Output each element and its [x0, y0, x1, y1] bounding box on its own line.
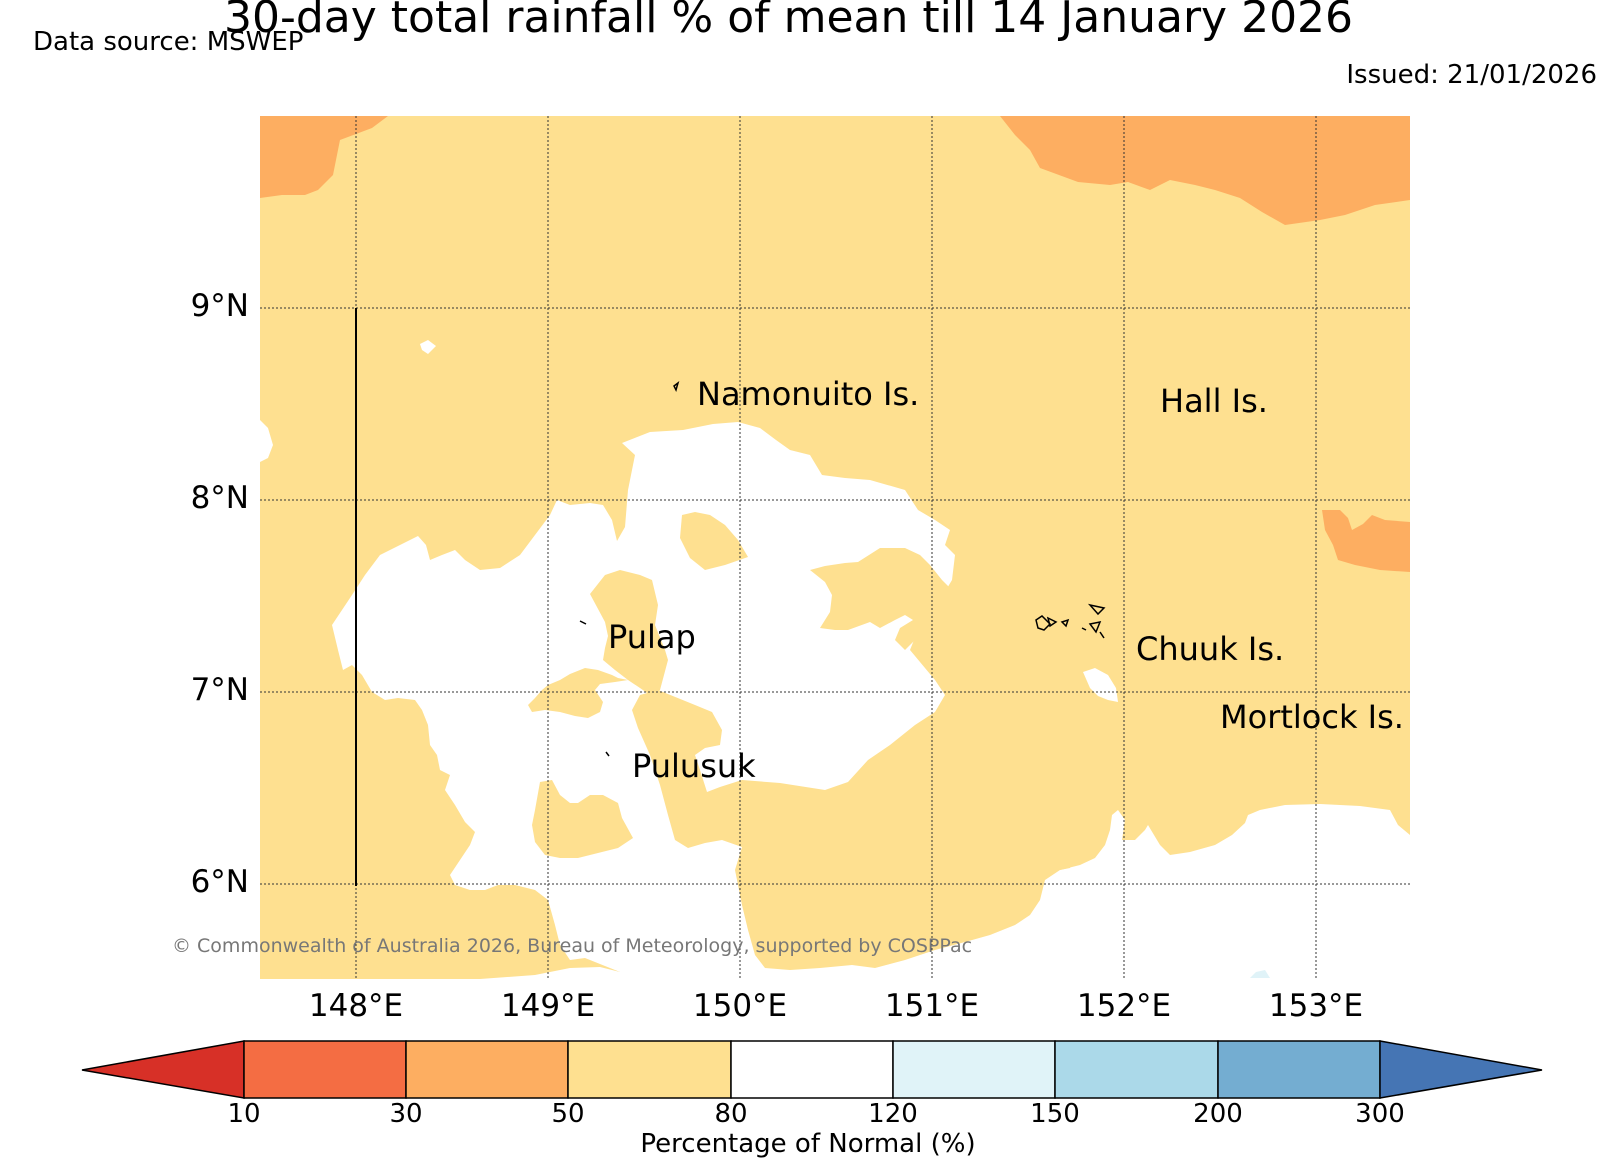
- rainfall-30-50-region: [1322, 510, 1410, 572]
- island-mark: [1087, 603, 1106, 616]
- place-label-hall: Hall Is.: [1160, 382, 1268, 420]
- place-label-chuuk: Chuuk Is.: [1136, 630, 1285, 668]
- colorbar-tick: 30: [389, 1099, 423, 1129]
- lat-label: 8°N: [190, 480, 249, 516]
- colorbar-tick: 200: [1193, 1099, 1243, 1129]
- rainfall-30-50-region: [1000, 116, 1410, 225]
- lon-label: 151°E: [884, 988, 980, 1024]
- colorbar-tick: 150: [1030, 1099, 1080, 1129]
- colorbar-tick: 50: [551, 1099, 585, 1129]
- rainfall-80-120-region: [420, 340, 436, 354]
- colorbar-tick: 10: [227, 1099, 261, 1129]
- map-area: [260, 116, 1410, 979]
- rainfall-50-80-region: [528, 570, 668, 718]
- rainfall-30-50-region: [260, 116, 388, 198]
- lon-label: 149°E: [500, 988, 596, 1024]
- lon-label: 148°E: [308, 988, 404, 1024]
- lat-label: 9°N: [190, 288, 249, 324]
- lon-label: 152°E: [1076, 988, 1172, 1024]
- copyright-notice: © Commonwealth of Australia 2026, Bureau…: [172, 935, 973, 957]
- island-mark: [1046, 616, 1058, 628]
- rainfall-80-120-region: [1083, 668, 1118, 702]
- island-mark: [1088, 620, 1102, 634]
- island-mark: [579, 620, 587, 625]
- island-mark: [1035, 615, 1052, 631]
- island-mark: [1099, 631, 1105, 639]
- data-source-label: Data source: MSWEP: [33, 27, 304, 57]
- place-label-namonuito: Namonuito Is.: [697, 375, 920, 413]
- rainfall-50-80-region: [810, 548, 952, 650]
- island-mark: [605, 751, 610, 757]
- island-mark: [673, 381, 680, 393]
- colorbar-segment-below-10: [81, 1040, 245, 1099]
- island-mark: [1081, 627, 1087, 631]
- colorbar-title: Percentage of Normal (%): [640, 1129, 976, 1159]
- rainfall-50-80-region: [680, 512, 748, 570]
- place-label-mortlock: Mortlock Is.: [1220, 698, 1404, 736]
- colorbar-segment-10-30: [243, 1040, 407, 1099]
- colorbar-segment-120-150: [892, 1040, 1056, 1099]
- islands: [579, 381, 1106, 757]
- colorbar-tick: 300: [1355, 1099, 1405, 1129]
- rainfall-120-150-region: [1250, 970, 1270, 978]
- colorbar-segment-50-80: [567, 1040, 732, 1099]
- place-label-pulap: Pulap: [608, 618, 696, 656]
- colorbar-tick: 80: [714, 1099, 748, 1129]
- colorbar-segment-above-300: [1379, 1040, 1543, 1099]
- lat-label: 7°N: [190, 672, 249, 708]
- colorbar: [81, 1040, 1543, 1099]
- issued-date-label: Issued: 21/01/2026: [1346, 60, 1597, 90]
- colorbar-segment-150-200: [1054, 1040, 1219, 1099]
- colorbar-tick: 120: [868, 1099, 918, 1129]
- colorbar-segment-200-300: [1217, 1040, 1381, 1099]
- lon-label: 150°E: [692, 988, 788, 1024]
- colorbar-segment-30-50: [405, 1040, 569, 1099]
- lon-label: 153°E: [1268, 988, 1364, 1024]
- colorbar-segment-80-120: [730, 1040, 894, 1099]
- lat-label: 6°N: [190, 864, 249, 900]
- island-mark: [1060, 618, 1070, 628]
- rainfall-50-80-region: [532, 780, 633, 858]
- rainfall-50-80-region: [1040, 730, 1112, 870]
- place-label-pulusuk: Pulusuk: [632, 747, 756, 785]
- map-title: 30-day total rainfall % of mean till 14 …: [224, 0, 1354, 43]
- rainfall-80-120-region: [260, 420, 273, 462]
